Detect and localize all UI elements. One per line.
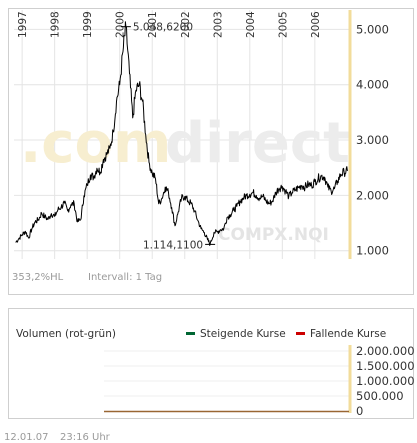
price-annotations: 5.048,6200 1.114,1100 [120,22,216,251]
volume-title: Volumen (rot-grün) [16,328,116,340]
interval-text: Intervall: 1 Tag [88,272,162,283]
x-tick-label: 2000 [115,11,127,38]
price-grid [14,10,349,259]
x-tick-label: 2005 [277,11,289,38]
volume-panel-frame [8,308,414,419]
range-text: 353,2%HL [12,272,64,283]
footer-date: 12.01.07 [4,432,49,443]
y-tick-label: 3.000 [356,133,389,147]
x-tick-label: 1999 [82,11,94,38]
x-tick-label: 1997 [17,11,29,38]
volume-y-tick-label: 500.000 [356,389,404,403]
legend-rising-label: Steigende Kurse [200,328,286,340]
x-axis-ticks: 1997 1998 1999 2000 2001 2002 2003 2004 2005 2006 [17,11,322,38]
price-line [15,21,348,246]
watermark-brand-left: .com [20,111,171,176]
x-tick-label: 2001 [147,11,159,38]
volume-y-tick-label: 0 [356,404,363,418]
legend-falling-swatch [296,332,305,335]
price-panel-frame [8,8,414,295]
y-tick-label: 1.000 [356,244,389,258]
x-tick-label: 2002 [180,11,192,38]
y-tick-label: 4.000 [356,78,389,92]
volume-grid [104,350,349,397]
watermark-brand-right: direct [165,111,350,176]
legend-rising-swatch [186,332,195,335]
x-tick-label: 1998 [50,11,62,38]
volume-y-tick-label: 1.500.000 [356,359,415,373]
watermark: .com direct COMPX.NQI [20,111,350,245]
annotation-high: 5.048,6200 [133,22,193,34]
x-tick-label: 2003 [212,11,224,38]
legend-falling-label: Fallende Kurse [310,328,386,340]
volume-panel: Volumen (rot-grün) Steigende Kurse Falle… [8,308,415,419]
y-axis-ticks: 1.000 2.000 3.000 4.000 5.000 [356,22,389,257]
volume-y-tick-label: 1.000.000 [356,374,415,388]
x-tick-label: 2006 [310,11,322,38]
watermark-symbol: COMPX.NQI [218,225,329,245]
price-panel: .com direct COMPX.NQI 1997 1998 1999 2000 20… [8,8,414,295]
legend: Steigende Kurse Fallende Kurse [186,328,386,340]
y-tick-label: 2.000 [356,188,389,202]
y-tick-label: 5.000 [356,22,389,36]
footer-time: 23:16 Uhr [60,432,111,443]
annotation-low: 1.114,1100 [143,239,203,251]
x-tick-label: 2004 [245,11,257,38]
volume-y-tick-label: 2.000.000 [356,344,415,358]
